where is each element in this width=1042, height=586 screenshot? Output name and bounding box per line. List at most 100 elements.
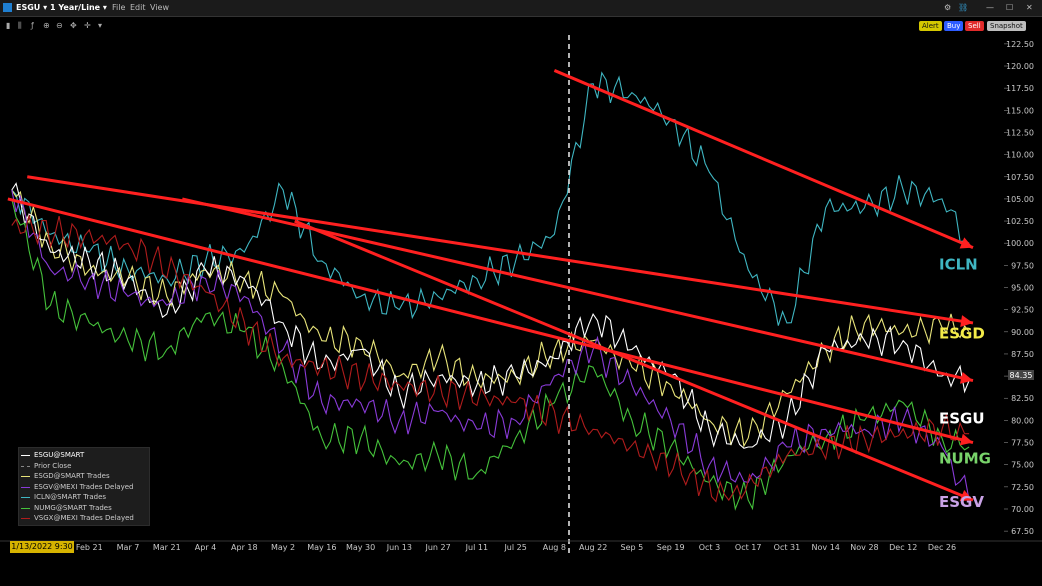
crosshair-icon[interactable]: ✛ bbox=[84, 21, 91, 30]
series-line-vsgx bbox=[11, 213, 970, 503]
x-tick-label: Apr 18 bbox=[231, 543, 258, 552]
symbol-label: ESGU bbox=[16, 3, 41, 12]
y-axis: 122.50 120.00 117.50 115.00 112.50 110.00 107.… bbox=[1004, 40, 1034, 536]
price-badge-text: 84.35 bbox=[1010, 371, 1033, 380]
trend-arrow-line bbox=[27, 175, 974, 325]
x-tick-label: Oct 31 bbox=[774, 543, 801, 552]
period-selector[interactable]: 1 Year/Line ▾ bbox=[50, 3, 107, 12]
legend-swatch bbox=[21, 465, 30, 468]
bar-icon[interactable]: ▮ bbox=[6, 21, 11, 30]
x-tick-label: Jun 27 bbox=[424, 543, 450, 552]
y-tick-label: 107.50 bbox=[1006, 173, 1034, 182]
menu-edit[interactable]: Edit bbox=[130, 3, 146, 12]
y-tick-label: 122.50 bbox=[1006, 40, 1034, 49]
legend-label: VSGX@MEXI Trades Delayed bbox=[34, 514, 134, 522]
y-tick-label: 77.50 bbox=[1011, 439, 1034, 448]
maximize-icon[interactable]: ☐ bbox=[1006, 3, 1014, 12]
x-tick-label: May 16 bbox=[307, 543, 336, 552]
y-tick-label: 90.00 bbox=[1011, 328, 1034, 337]
buy-button[interactable]: Buy bbox=[944, 21, 964, 31]
x-tick-label: Nov 14 bbox=[812, 543, 840, 552]
legend-label: ICLN@SMART Trades bbox=[34, 493, 107, 501]
x-tick-label: Oct 17 bbox=[735, 543, 762, 552]
series-label-esgu: ESGU bbox=[939, 410, 985, 428]
candle-icon[interactable]: ⫼ bbox=[18, 21, 22, 30]
trend-arrow-head bbox=[959, 237, 973, 249]
y-tick-label: 110.00 bbox=[1006, 151, 1034, 160]
indicator-icon[interactable]: ƒ bbox=[31, 21, 34, 30]
x-tick-label: Sep 5 bbox=[621, 543, 644, 552]
trend-arrow-head bbox=[959, 490, 973, 502]
y-tick-label: 100.00 bbox=[1006, 239, 1034, 248]
series-line-numg bbox=[11, 198, 970, 511]
app-icon bbox=[3, 3, 12, 12]
cursor-date: 1/13/2022 9:30 bbox=[10, 541, 74, 553]
price-badge: 84.35 bbox=[1008, 370, 1034, 380]
trend-arrow-head bbox=[960, 315, 973, 328]
series-label-esgv: ESGV bbox=[939, 493, 984, 511]
trend-arrows bbox=[7, 69, 974, 502]
trend-arrow-line bbox=[294, 219, 974, 502]
x-tick-label: Jul 25 bbox=[503, 543, 526, 552]
zoom-out-icon[interactable]: ⊖ bbox=[56, 21, 63, 30]
x-tick-label: Nov 28 bbox=[850, 543, 878, 552]
y-tick-label: 72.50 bbox=[1011, 483, 1034, 492]
x-tick-label: Dec 12 bbox=[889, 543, 917, 552]
dropdown-icon[interactable]: ▾ bbox=[98, 21, 103, 30]
minimize-icon[interactable]: — bbox=[986, 3, 994, 12]
y-tick-label: 115.00 bbox=[1006, 106, 1034, 115]
zoom-in-icon[interactable]: ⊕ bbox=[43, 21, 50, 30]
x-tick-label: Jun 13 bbox=[386, 543, 412, 552]
series-line-esgd bbox=[11, 189, 970, 448]
y-tick-label: 117.50 bbox=[1006, 84, 1034, 93]
x-tick-label: May 2 bbox=[271, 543, 295, 552]
gear-icon[interactable]: ⚙ bbox=[944, 3, 952, 12]
series-line-icln bbox=[11, 71, 970, 326]
x-tick-label: Oct 3 bbox=[699, 543, 720, 552]
y-tick-label: 70.00 bbox=[1011, 505, 1034, 514]
alert-button[interactable]: Alert bbox=[919, 21, 942, 31]
trend-arrow-line bbox=[7, 197, 974, 444]
x-tick-label: Apr 4 bbox=[195, 543, 216, 552]
trend-arrow-head bbox=[959, 371, 973, 384]
y-tick-label: 80.00 bbox=[1011, 416, 1034, 425]
y-tick-label: 120.00 bbox=[1006, 62, 1034, 71]
y-tick-label: 105.00 bbox=[1006, 195, 1034, 204]
y-tick-label: 92.50 bbox=[1011, 306, 1034, 315]
window-titlebar: ESGU ▾ 1 Year/Line ▾ File Edit View ⚙ ⛓ … bbox=[0, 0, 1042, 17]
legend-swatch bbox=[21, 455, 30, 456]
series-labels: ICLN ESGD ESGU NUMG ESGV bbox=[939, 256, 991, 511]
menu-file[interactable]: File bbox=[112, 3, 126, 12]
menu-view[interactable]: View bbox=[150, 3, 169, 12]
legend-swatch bbox=[21, 507, 30, 509]
series-label-esgd: ESGD bbox=[939, 325, 985, 343]
snapshot-button[interactable]: Snapshot bbox=[987, 21, 1026, 31]
link-icon[interactable]: ⛓ bbox=[958, 3, 969, 12]
legend-swatch bbox=[21, 476, 30, 477]
x-tick-label: Jul 11 bbox=[465, 543, 488, 552]
x-tick-label: Dec 26 bbox=[928, 543, 956, 552]
legend-label: NUMG@SMART Trades bbox=[34, 503, 112, 512]
x-tick-label: Feb 21 bbox=[76, 543, 103, 552]
pan-icon[interactable]: ✥ bbox=[70, 21, 77, 30]
y-tick-label: 95.00 bbox=[1011, 284, 1034, 293]
x-tick-label: May 30 bbox=[346, 543, 375, 552]
legend-label: Prior Close bbox=[34, 461, 72, 470]
legend-label: ESGD@SMART Trades bbox=[34, 472, 110, 480]
symbol-selector[interactable]: ESGU ▾ bbox=[16, 3, 48, 12]
legend-label: ESGV@MEXI Trades Delayed bbox=[34, 482, 134, 491]
trend-arrow-line bbox=[553, 69, 974, 250]
series-label-numg: NUMG bbox=[939, 450, 991, 468]
close-icon[interactable]: ✕ bbox=[1026, 3, 1033, 12]
y-tick-label: 112.50 bbox=[1006, 128, 1034, 137]
sell-button[interactable]: Sell bbox=[965, 21, 984, 31]
y-tick-label: 67.50 bbox=[1011, 527, 1034, 536]
chart-toolbar: ▮ ⫼ ƒ ⊕ ⊖ ✥ ✛ ▾ Alert Buy Sell Snapshot bbox=[0, 17, 1042, 35]
y-tick-label: 82.50 bbox=[1011, 394, 1034, 403]
chart-legend: ESGU@SMART Prior Close ESGD@SMART Trades ES… bbox=[18, 447, 150, 526]
series-line-esgu bbox=[11, 182, 970, 449]
period-label: 1 Year/Line bbox=[50, 3, 101, 12]
legend-swatch bbox=[21, 497, 30, 498]
